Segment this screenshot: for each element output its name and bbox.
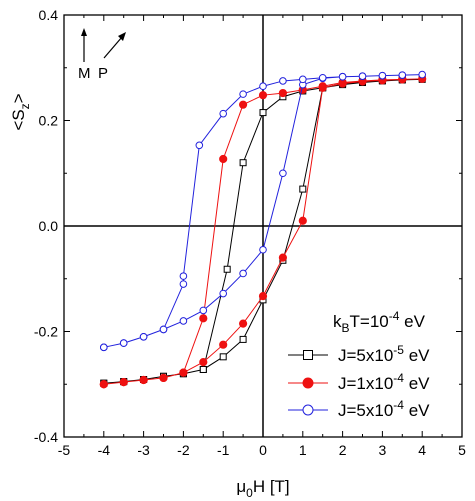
m-label: M	[78, 65, 91, 82]
data-point	[239, 159, 247, 167]
x-tick-label: -1	[217, 442, 230, 458]
data-point	[239, 90, 247, 98]
data-point	[219, 353, 227, 361]
legend-entry-j-5e-5: J=5x10-5 eV	[288, 343, 430, 365]
data-point	[139, 375, 148, 385]
y-tick-label: 0.0	[39, 218, 59, 234]
data-point	[195, 141, 204, 150]
data-point	[259, 245, 267, 254]
data-point	[99, 380, 108, 389]
data-point	[179, 368, 188, 377]
x-tick-label: 3	[379, 442, 387, 458]
x-tick-label: -3	[137, 442, 150, 458]
polarization-arrow	[103, 32, 126, 59]
legend-header: kBT=10-4 eV	[333, 309, 426, 335]
data-point	[179, 317, 188, 325]
data-point	[258, 292, 268, 301]
data-point	[258, 91, 268, 100]
data-point	[298, 216, 307, 225]
data-point	[199, 306, 208, 315]
data-point	[179, 272, 188, 280]
x-tick-label: 2	[339, 442, 347, 458]
legend-entry-j-1e-4: J=1x10-4 eV	[288, 371, 430, 393]
magnetization-arrow	[81, 28, 87, 62]
data-point	[223, 265, 231, 273]
x-tick-label: -5	[58, 442, 71, 458]
series-line	[103, 74, 423, 348]
svg-text:J=1x10-4 eV: J=1x10-4 eV	[338, 371, 430, 393]
data-point	[239, 319, 248, 328]
data-point	[418, 70, 427, 79]
data-point	[199, 357, 208, 367]
data-point	[199, 365, 207, 373]
data-point	[179, 280, 188, 288]
data-point	[259, 109, 267, 117]
data-point	[259, 82, 267, 91]
data-point	[278, 88, 287, 98]
y-tick-label: -0.4	[34, 429, 58, 445]
x-tick-label: -4	[98, 442, 111, 458]
x-tick-label: 4	[418, 442, 426, 458]
y-tick-label: 0.4	[39, 7, 59, 23]
y-tick-label: -0.2	[34, 324, 58, 340]
data-point	[318, 73, 327, 82]
legend-entry-j-5e-4: J=5x10-4 eV	[288, 398, 430, 420]
data-point	[299, 185, 307, 193]
data-point	[239, 335, 247, 343]
data-point	[159, 373, 168, 383]
data-point	[219, 340, 228, 349]
x-tick-label: 5	[458, 442, 466, 458]
x-tick-label: 1	[299, 442, 307, 458]
data-point	[299, 75, 307, 84]
x-tick-label: 0	[259, 442, 267, 458]
y-tick-label: 0.2	[39, 113, 59, 129]
y-axis-title: <Sz>	[9, 93, 32, 130]
data-point	[239, 100, 248, 109]
data-point	[219, 289, 227, 298]
data-point	[239, 269, 247, 278]
svg-text:J=5x10-5 eV: J=5x10-5 eV	[338, 343, 430, 365]
legend: kBT=10-4 eV J=5x10-5 eV J=1x10-4 eV J=5x…	[288, 309, 430, 420]
svg-text:J=5x10-4 eV: J=5x10-4 eV	[338, 398, 430, 420]
data-point	[139, 332, 148, 341]
series-3	[100, 70, 427, 352]
data-point	[278, 253, 287, 262]
data-point	[219, 109, 227, 118]
data-point	[119, 378, 128, 387]
data-point	[358, 72, 367, 80]
data-point	[318, 82, 327, 91]
data-point	[219, 154, 228, 164]
data-point	[119, 339, 128, 347]
data-point	[378, 71, 387, 80]
data-point	[338, 72, 347, 81]
data-point	[279, 77, 287, 85]
data-point	[398, 71, 407, 79]
data-point	[100, 343, 108, 352]
data-point	[199, 314, 208, 323]
x-tick-label: -2	[177, 442, 190, 458]
data-point	[159, 325, 168, 334]
p-label: P	[98, 65, 108, 82]
x-axis-title: μ0H [T]	[236, 477, 289, 500]
data-point	[279, 169, 287, 178]
